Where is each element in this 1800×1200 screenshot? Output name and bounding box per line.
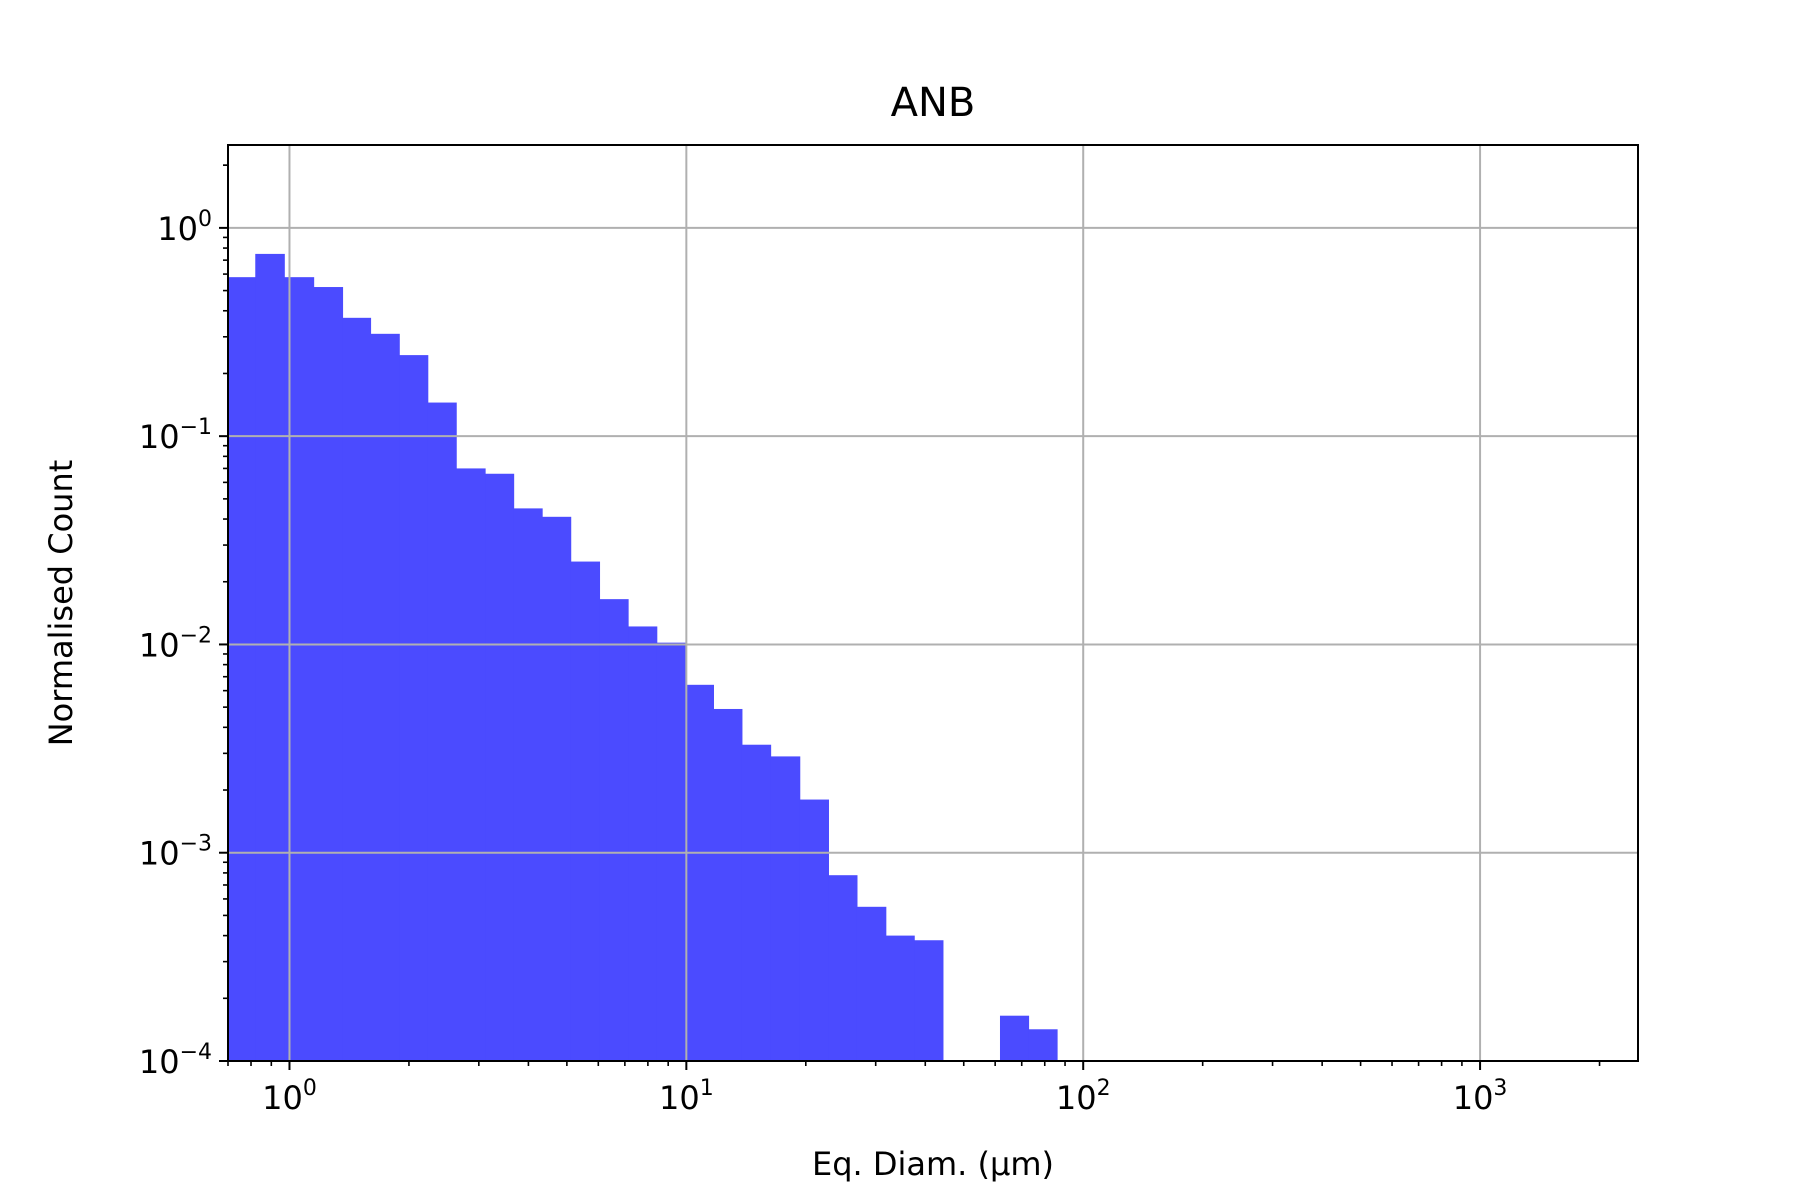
histogram-bars [228, 253, 1058, 1061]
histogram-bar [513, 508, 543, 1061]
histogram-bar [228, 277, 256, 1061]
histogram-bar [427, 402, 457, 1061]
y-axis-label: Normalised Count [42, 460, 80, 747]
histogram-bar [456, 468, 486, 1061]
y-tick-label-base: 10 [139, 418, 180, 456]
x-axis-label: Eq. Diam. (µm) [812, 1145, 1054, 1183]
x-tick-label-exponent: 2 [1097, 1076, 1111, 1101]
histogram-bar [999, 1015, 1030, 1061]
y-tick-label: 10−2 [139, 623, 212, 664]
y-tick-label-exponent: −4 [180, 1040, 212, 1065]
histogram-bar [856, 906, 887, 1061]
histogram-bar [828, 875, 858, 1061]
y-tick-label-base: 10 [139, 1043, 180, 1081]
x-tick-label-base: 10 [1056, 1079, 1097, 1117]
chart-title: ANB [891, 80, 976, 126]
histogram-bar [570, 561, 601, 1061]
y-tick-label-base: 10 [139, 835, 180, 873]
histogram-bar [399, 355, 429, 1061]
y-tick-label: 100 [157, 207, 212, 248]
histogram-bar [770, 756, 801, 1061]
histogram-bar [914, 940, 944, 1061]
histogram-bar [885, 935, 915, 1061]
x-tick-label-base: 10 [659, 1079, 700, 1117]
y-tick-label-exponent: −2 [180, 623, 212, 648]
histogram-bar [255, 253, 285, 1061]
histogram-bar [370, 333, 400, 1061]
x-tick-label: 101 [659, 1076, 714, 1117]
y-tick-label: 10−4 [139, 1040, 212, 1081]
x-tick-label-exponent: 1 [700, 1076, 714, 1101]
histogram-bar [685, 684, 714, 1061]
x-tick-label: 100 [262, 1076, 317, 1117]
grid [228, 145, 1638, 1061]
y-tick-label-base: 10 [139, 626, 180, 664]
histogram-bar [313, 287, 344, 1061]
plot-frame [227, 144, 1639, 1062]
histogram-bar [342, 317, 372, 1061]
histogram-bar [542, 516, 572, 1061]
histogram-bar [1028, 1029, 1058, 1061]
x-tick-label: 103 [1453, 1076, 1508, 1117]
histogram-bar [741, 744, 772, 1061]
histogram-bar [628, 626, 658, 1061]
histogram-bar [485, 473, 515, 1061]
x-tick-label-base: 10 [262, 1079, 303, 1117]
x-tick-label: 102 [1056, 1076, 1111, 1117]
y-tick-label-exponent: −1 [180, 415, 212, 440]
y-tick-label: 10−3 [139, 832, 212, 873]
histogram-bar [713, 708, 743, 1061]
y-tick-label: 10−1 [139, 415, 212, 456]
y-tick-label-exponent: 0 [198, 207, 212, 232]
y-tick-label-base: 10 [157, 210, 198, 248]
histogram-bar [799, 799, 829, 1061]
x-tick-label-exponent: 3 [1493, 1076, 1507, 1101]
x-tick-label-base: 10 [1453, 1079, 1494, 1117]
histogram-bar [599, 599, 629, 1061]
x-tick-label-exponent: 0 [303, 1076, 317, 1101]
y-tick-label-exponent: −3 [180, 832, 212, 857]
